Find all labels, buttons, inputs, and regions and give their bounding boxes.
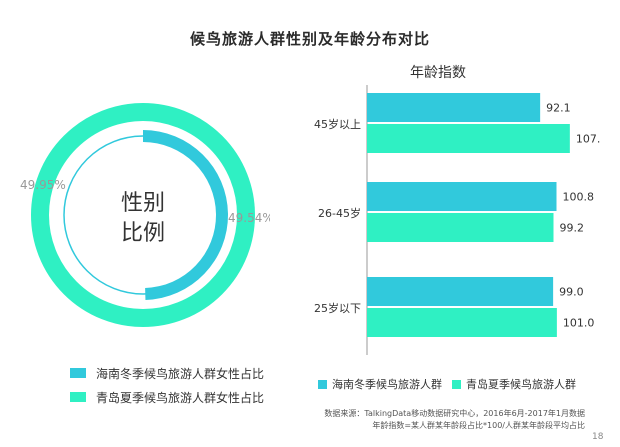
bar-value-label: 99.2 (559, 222, 584, 235)
donut-center-label-line-1: 性别 (121, 191, 165, 216)
legend-item-qingdao: 青岛夏季候鸟旅游人群女性占比 (70, 386, 264, 408)
bar-legend-label-qingdao: 青岛夏季候鸟旅游人群 (466, 378, 576, 391)
bar-qingdao (367, 124, 570, 153)
legend-label-qingdao: 青岛夏季候鸟旅游人群女性占比 (96, 390, 265, 405)
legend-swatch-qingdao (70, 392, 86, 402)
bar-value-label: 107.9 (576, 133, 600, 146)
bar-hainan (367, 182, 557, 211)
bar-legend-swatch-qingdao (452, 379, 461, 389)
category-label: 26-45岁 (318, 206, 361, 220)
category-label: 25岁以下 (314, 301, 361, 315)
bar-legend-swatch-hainan (318, 379, 327, 389)
bar-hainan (367, 93, 541, 122)
donut-center-label-line-2: 比例 (121, 221, 165, 246)
bar-value-label: 100.8 (563, 191, 595, 204)
bar-legend-item-hainan: 海南冬季候鸟旅游人群 (318, 376, 442, 392)
source-line-2: 年龄指数=某人群某年龄段占比*100/人群某年龄段平均占比 (372, 421, 585, 430)
bar-value-label: 92.1 (546, 102, 571, 115)
bar-legend: 海南冬季候鸟旅游人群 青岛夏季候鸟旅游人群 (318, 376, 586, 392)
category-label: 45岁以上 (314, 117, 361, 131)
bar-qingdao (367, 308, 557, 337)
bar-legend-label-hainan: 海南冬季候鸟旅游人群 (332, 378, 442, 391)
bar-legend-item-qingdao: 青岛夏季候鸟旅游人群 (452, 376, 576, 392)
donut-outer-ring-qingdao (31, 103, 255, 327)
data-source-note: 数据来源：TalkingData移动数据研究中心，2016年6月-2017年1月… (300, 408, 585, 432)
bar-value-label: 99.0 (559, 286, 584, 299)
donut-legend: 海南冬季候鸟旅游人群女性占比 青岛夏季候鸟旅游人群女性占比 (70, 362, 264, 410)
donut-arc-hainan (143, 130, 229, 300)
legend-item-hainan: 海南冬季候鸟旅游人群女性占比 (70, 362, 264, 384)
donut-label-qingdao: 49.95% (20, 178, 66, 192)
bar-hainan (367, 277, 554, 306)
source-line-1: 数据来源：TalkingData移动数据研究中心，2016年6月-2017年1月… (324, 409, 585, 418)
bar-qingdao (367, 213, 554, 242)
chart-title: 候鸟旅游人群性别及年龄分布对比 (189, 30, 430, 48)
page-number: 18 (592, 432, 604, 442)
bar-value-label: 101.0 (563, 317, 595, 330)
legend-swatch-hainan (70, 368, 86, 378)
age-index-bar-chart: 年龄指数 45岁以上 92.1 107.9 26-45岁 100.8 99.2 25岁以下 99… (314, 65, 600, 355)
bar-chart-title: 年龄指数 (410, 65, 466, 81)
legend-label-hainan: 海南冬季候鸟旅游人群女性占比 (96, 366, 265, 381)
donut-label-hainan: 49.54% (228, 211, 270, 225)
